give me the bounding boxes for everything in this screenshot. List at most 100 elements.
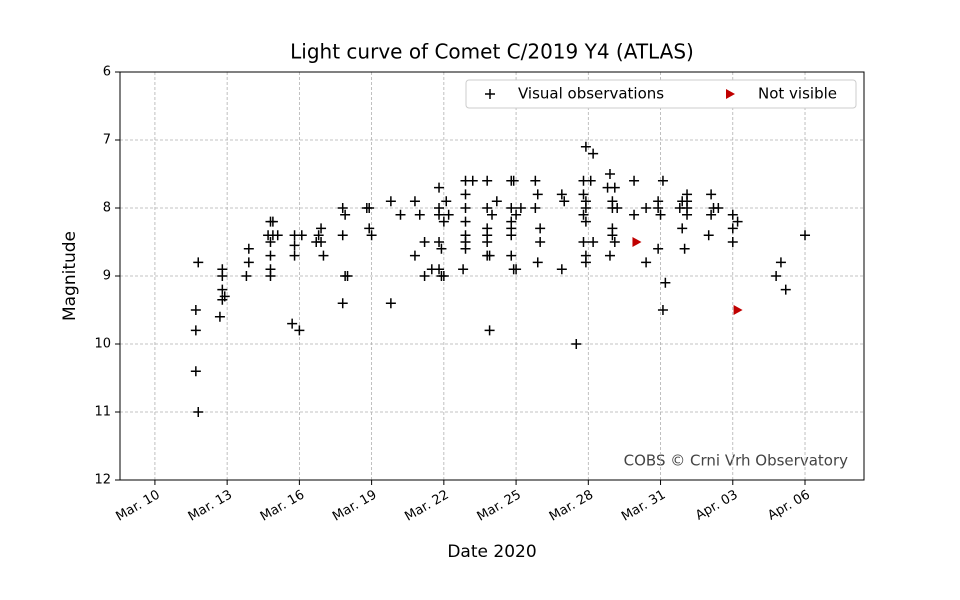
point: [580, 203, 591, 213]
point: [532, 189, 543, 200]
point: [443, 209, 454, 220]
point: [419, 271, 430, 281]
point: [629, 209, 640, 220]
point: [556, 189, 567, 200]
point: [732, 216, 743, 227]
point: [632, 237, 642, 247]
point: [190, 305, 201, 315]
point: [653, 243, 664, 254]
point: [559, 196, 570, 207]
point: [190, 325, 201, 336]
y-axis-label: Magnitude: [60, 231, 80, 321]
point: [460, 216, 471, 227]
point: [243, 243, 254, 254]
point: [409, 196, 420, 207]
x-tick-label: Apr. 03: [693, 488, 740, 524]
point: [441, 196, 452, 207]
point: [532, 257, 543, 268]
y-tick-label: 7: [103, 133, 111, 148]
point: [677, 196, 688, 207]
point: [364, 223, 375, 234]
point: [385, 298, 396, 309]
point: [535, 223, 546, 234]
point: [604, 250, 615, 261]
x-tick-label: Mar. 13: [186, 488, 235, 525]
point: [508, 175, 519, 186]
point: [409, 250, 420, 261]
point: [482, 175, 493, 186]
legend-label: Not visible: [758, 85, 837, 103]
x-tick-label: Mar. 25: [475, 488, 524, 525]
point: [733, 305, 743, 315]
point: [243, 257, 254, 268]
point: [438, 216, 449, 227]
point: [506, 203, 517, 213]
point: [190, 366, 201, 377]
point: [438, 271, 449, 281]
point: [771, 271, 782, 281]
y-tick-label: 8: [103, 201, 111, 216]
point: [703, 230, 714, 241]
point: [342, 271, 353, 281]
point: [775, 257, 786, 268]
x-tick-label: Mar. 16: [258, 488, 307, 525]
y-tick-label: 9: [103, 269, 111, 284]
point: [263, 230, 274, 241]
point: [588, 237, 599, 247]
chart-title: Light curve of Comet C/2019 Y4 (ATLAS): [290, 40, 694, 64]
point: [511, 264, 522, 275]
point: [419, 237, 430, 247]
plot-frame: [119, 71, 865, 481]
point: [289, 250, 300, 261]
point: [585, 175, 596, 186]
point: [318, 250, 329, 261]
point: [434, 182, 445, 193]
point: [641, 257, 652, 268]
point: [515, 203, 526, 213]
point: [460, 243, 471, 254]
point: [607, 230, 618, 241]
x-tick-label: Mar. 31: [619, 488, 668, 525]
point: [511, 209, 522, 220]
point: [484, 325, 495, 336]
point: [657, 305, 668, 315]
point: [609, 182, 620, 193]
point: [482, 237, 493, 247]
y-tick-label: 6: [103, 65, 111, 80]
point: [706, 189, 717, 200]
point: [535, 237, 546, 247]
point: [217, 271, 228, 281]
point: [727, 237, 738, 247]
point: [727, 209, 738, 220]
point: [604, 169, 615, 179]
point: [265, 250, 276, 261]
point: [657, 175, 668, 186]
point: [272, 230, 283, 241]
point: [588, 148, 599, 159]
point: [434, 237, 445, 247]
point: [506, 230, 517, 241]
annotation: COBS © Crni Vrh Observatory: [624, 452, 848, 470]
point: [265, 271, 276, 281]
y-tick-label: 10: [94, 337, 111, 352]
x-tick-label: Mar. 10: [113, 488, 162, 525]
point: [337, 298, 348, 309]
point: [434, 264, 445, 275]
point: [578, 237, 589, 247]
point: [580, 141, 591, 152]
point: [679, 243, 690, 254]
point: [530, 203, 541, 213]
point: [578, 189, 589, 200]
point: [629, 175, 640, 186]
point: [294, 325, 305, 336]
point: [219, 291, 230, 302]
y-tick-label: 11: [94, 405, 111, 420]
point: [491, 196, 502, 207]
point: [580, 216, 591, 227]
point: [800, 230, 811, 241]
point: [214, 311, 225, 322]
point: [506, 250, 517, 261]
point: [193, 407, 204, 417]
point: [609, 237, 620, 247]
